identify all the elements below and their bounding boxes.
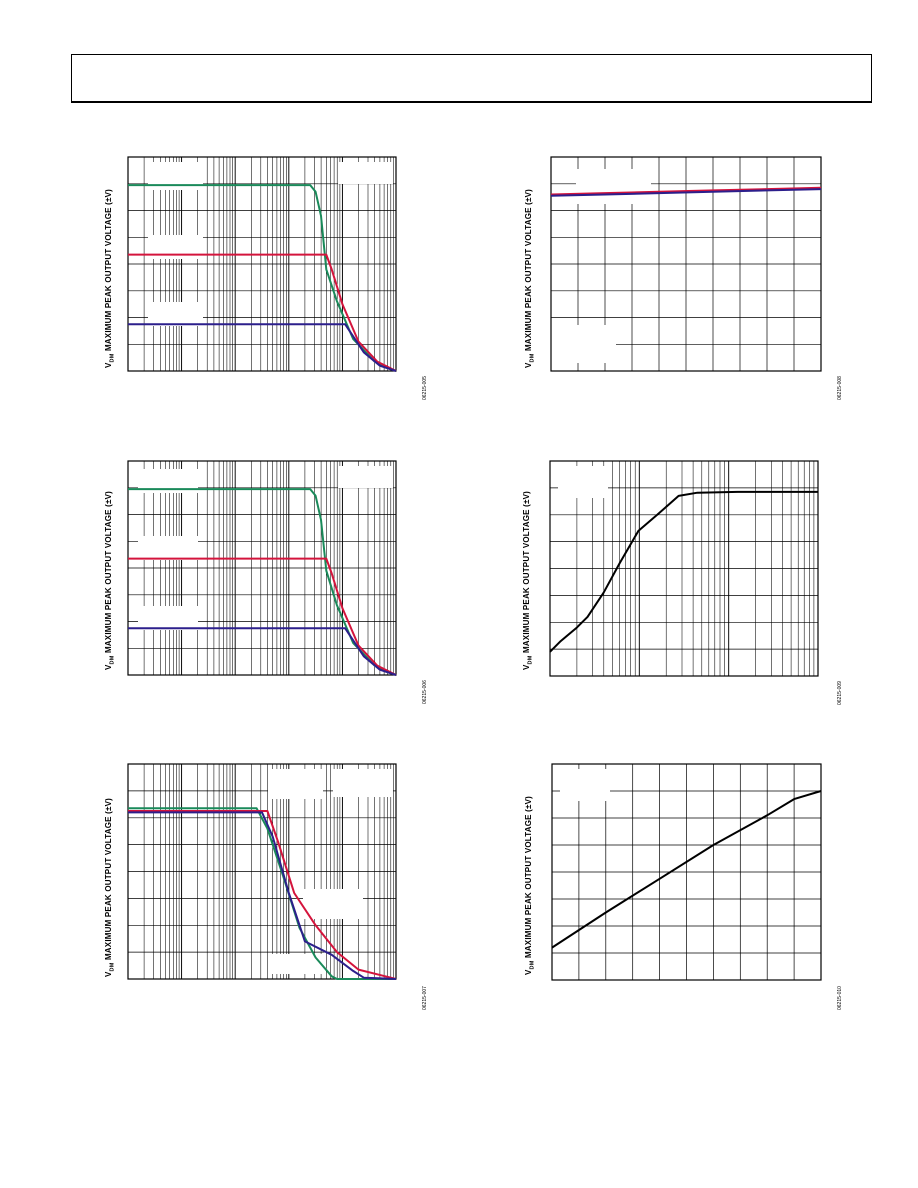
series-line-red bbox=[550, 186, 822, 196]
label-patch bbox=[268, 954, 323, 974]
grid bbox=[128, 157, 397, 371]
plot-frame bbox=[551, 763, 822, 981]
plot-frame bbox=[127, 156, 397, 372]
plot-area bbox=[550, 156, 822, 372]
figure-code: 06215-008 bbox=[837, 376, 843, 400]
y-axis-label-text: MAXIMUM PEAK OUTPUT VOLTAGE (±V) bbox=[522, 491, 531, 656]
chart-3: VDM MAXIMUM PEAK OUTPUT VOLTAGE (±V) 0621… bbox=[100, 757, 430, 1010]
series-line-red bbox=[128, 810, 397, 980]
y-axis-label-subscript: DM bbox=[109, 655, 116, 665]
chart-6: VDM MAXIMUM PEAK OUTPUT VOLTAGE (±V) 0621… bbox=[520, 757, 850, 1010]
chart-4: VDM MAXIMUM PEAK OUTPUT VOLTAGE (±V) 0621… bbox=[520, 150, 850, 400]
y-axis-label-subscript: DM bbox=[527, 655, 534, 665]
series-line-black bbox=[551, 790, 822, 949]
series-line-blue bbox=[550, 188, 822, 197]
y-axis-label-prefix: V bbox=[524, 362, 533, 368]
y-axis-label: VDM MAXIMUM PEAK OUTPUT VOLTAGE (±V) bbox=[524, 189, 536, 368]
y-axis-label: VDM MAXIMUM PEAK OUTPUT VOLTAGE (±V) bbox=[524, 796, 536, 975]
series-line-black bbox=[549, 490, 818, 653]
y-axis-label: VDM MAXIMUM PEAK OUTPUT VOLTAGE (±V) bbox=[104, 491, 116, 670]
figure-code: 06215-007 bbox=[422, 986, 428, 1010]
series-line-green bbox=[128, 488, 397, 676]
chart-5: VDM MAXIMUM PEAK OUTPUT VOLTAGE (±V) 0621… bbox=[520, 452, 850, 705]
y-axis-label-subscript: DM bbox=[109, 962, 116, 972]
y-axis-label-subscript: DM bbox=[529, 353, 536, 363]
chart-2: VDM MAXIMUM PEAK OUTPUT VOLTAGE (±V) 0621… bbox=[100, 452, 430, 704]
grid bbox=[550, 461, 819, 676]
plot-area bbox=[549, 460, 819, 677]
y-axis-label-text: MAXIMUM PEAK OUTPUT VOLTAGE (±V) bbox=[104, 798, 113, 963]
grid bbox=[551, 157, 821, 371]
grid bbox=[128, 764, 397, 979]
grid bbox=[552, 764, 821, 980]
label-patch bbox=[576, 169, 651, 204]
label-patch bbox=[333, 769, 393, 797]
y-axis-label: VDM MAXIMUM PEAK OUTPUT VOLTAGE (±V) bbox=[104, 189, 116, 368]
y-axis-label-prefix: V bbox=[104, 362, 113, 368]
y-axis-label: VDM MAXIMUM PEAK OUTPUT VOLTAGE (±V) bbox=[104, 798, 116, 977]
label-patch bbox=[138, 536, 198, 560]
y-axis-label-text: MAXIMUM PEAK OUTPUT VOLTAGE (±V) bbox=[104, 491, 113, 656]
label-patch bbox=[338, 162, 393, 184]
plot-area bbox=[127, 460, 397, 676]
y-axis-label-prefix: V bbox=[524, 969, 533, 975]
plot-frame bbox=[127, 763, 397, 980]
plot-frame bbox=[549, 460, 819, 677]
page-header-box bbox=[71, 54, 872, 103]
series-line-blue bbox=[128, 323, 397, 372]
chart-1: VDM MAXIMUM PEAK OUTPUT VOLTAGE (±V) 0621… bbox=[100, 150, 430, 400]
plot-frame bbox=[550, 156, 822, 372]
label-patch bbox=[268, 769, 323, 799]
y-axis-label-prefix: V bbox=[522, 664, 531, 670]
label-patch bbox=[338, 466, 393, 488]
y-axis-label-text: MAXIMUM PEAK OUTPUT VOLTAGE (±V) bbox=[524, 796, 533, 961]
label-patch bbox=[558, 466, 608, 498]
series-line-blue bbox=[128, 627, 397, 676]
plot-area bbox=[127, 156, 397, 372]
label-patch bbox=[303, 889, 363, 919]
y-axis-label-prefix: V bbox=[104, 971, 113, 977]
figure-code: 06215-010 bbox=[837, 986, 843, 1010]
label-patch bbox=[551, 325, 616, 363]
figure-code: 06215-005 bbox=[422, 376, 428, 400]
series-line-green bbox=[128, 184, 397, 372]
plot-frame bbox=[127, 460, 397, 676]
series-line-red bbox=[128, 557, 397, 676]
plot-area bbox=[127, 763, 397, 980]
figure-code: 06215-009 bbox=[837, 681, 843, 705]
y-axis-label-prefix: V bbox=[104, 664, 113, 670]
series-line-blue bbox=[128, 811, 397, 980]
label-patch bbox=[560, 769, 610, 801]
y-axis-label: VDM MAXIMUM PEAK OUTPUT VOLTAGE (±V) bbox=[522, 491, 534, 670]
label-patch bbox=[138, 606, 198, 630]
y-axis-label-text: MAXIMUM PEAK OUTPUT VOLTAGE (±V) bbox=[524, 189, 533, 354]
y-axis-label-text: MAXIMUM PEAK OUTPUT VOLTAGE (±V) bbox=[104, 189, 113, 354]
plot-area bbox=[551, 763, 822, 981]
grid bbox=[128, 461, 397, 675]
y-axis-label-subscript: DM bbox=[109, 353, 116, 363]
y-axis-label-subscript: DM bbox=[529, 960, 536, 970]
figure-code: 06215-006 bbox=[422, 680, 428, 704]
label-patch bbox=[148, 302, 203, 326]
series-line-red bbox=[128, 253, 397, 372]
